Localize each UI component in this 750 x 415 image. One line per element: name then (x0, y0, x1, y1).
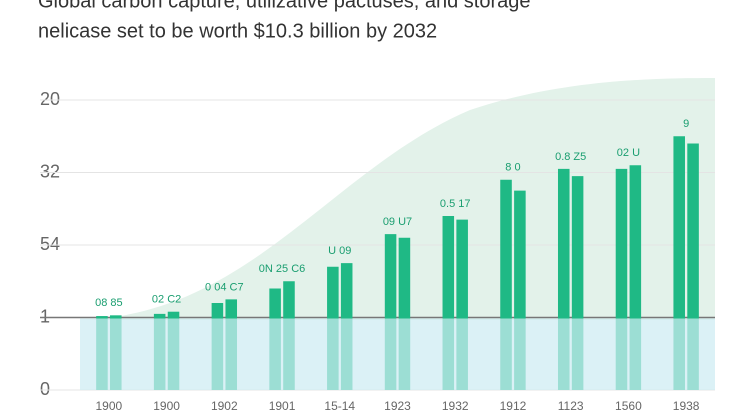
bar-annotation: 0.5 17 (440, 198, 471, 210)
bar-annotation: 0N 25 C6 (259, 263, 305, 275)
bar-annotation: 02 C2 (152, 294, 181, 306)
y-tick-label: 0 (40, 379, 50, 399)
bar-annotation: 8 0 (505, 162, 520, 174)
lower-band (80, 318, 715, 390)
chart-title: Global carbon capture, utilizative pactu… (38, 0, 531, 12)
bar (398, 237, 411, 390)
y-tick-label: 1 (40, 306, 50, 326)
bar-annotation: 08 85 (95, 297, 123, 309)
x-tick-label: 1902 (211, 399, 238, 413)
bar (629, 165, 642, 390)
bar-annotation: 02 U (617, 147, 640, 159)
y-tick-label: 54 (40, 234, 60, 254)
bar (442, 216, 455, 390)
bar (571, 176, 584, 390)
bar (456, 219, 468, 390)
x-tick-label: 1901 (269, 399, 296, 413)
x-tick-label: 1900 (153, 399, 180, 413)
bar (514, 190, 526, 390)
y-tick-label: 20 (40, 89, 60, 109)
x-tick-label: 1932 (442, 399, 469, 413)
bar (615, 168, 628, 390)
bar (384, 234, 397, 390)
bar (557, 168, 570, 390)
bar (673, 136, 685, 390)
bar-annotation: 9 (683, 118, 689, 130)
trend-area (80, 78, 715, 320)
bar-annotation: U 09 (328, 245, 351, 257)
x-tick-label: 1123 (558, 399, 584, 413)
bar-annotation: 0.8 Z5 (555, 151, 586, 163)
x-tick-label: 15-14 (324, 399, 355, 413)
x-tick-label: 1923 (384, 399, 411, 413)
bar-annotation: 09 U7 (383, 216, 412, 228)
chart-subtitle: nelicase set to be worth $10.3 billion b… (38, 20, 437, 42)
x-tick-label: 1560 (615, 399, 642, 413)
bar (500, 179, 512, 390)
bar-annotation: 0 04 C7 (205, 281, 244, 293)
y-tick-label: 32 (40, 161, 60, 181)
x-tick-label: 1912 (500, 399, 527, 413)
x-tick-label: 1900 (96, 399, 123, 413)
bar (687, 143, 699, 390)
x-tick-label: 1938 (673, 399, 700, 413)
